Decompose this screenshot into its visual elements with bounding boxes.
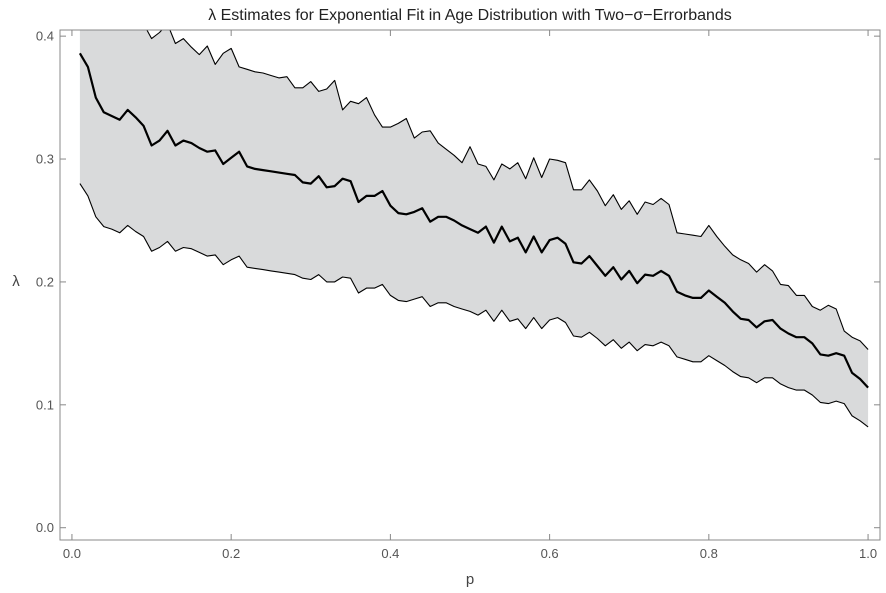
- y-tick-label: 0.4: [36, 29, 54, 44]
- upper-band-line: [146, 30, 869, 350]
- x-tick-label: 0.8: [700, 546, 718, 561]
- x-axis-label: p: [466, 571, 474, 588]
- y-tick-label: 0.3: [36, 152, 54, 167]
- two-sigma-error-band: [79, 30, 869, 427]
- x-tick-label: 0.4: [381, 546, 399, 561]
- x-tick-label: 0.0: [63, 546, 81, 561]
- y-axis-ticks: 0.0 0.1 0.2 0.3 0.4: [36, 29, 880, 535]
- x-tick-label: 1.0: [859, 546, 877, 561]
- y-tick-label: 0.1: [36, 397, 54, 412]
- error-band-layer: [79, 30, 869, 427]
- x-tick-label: 0.2: [222, 546, 240, 561]
- series-line-layer: [78, 30, 869, 428]
- y-tick-label: 0.0: [36, 520, 54, 535]
- lambda-estimate-line: [78, 52, 869, 389]
- x-axis-ticks: 0.0 0.2 0.4 0.6 0.8 1.0: [63, 30, 877, 561]
- y-axis-label: λ: [12, 273, 20, 290]
- y-tick-label: 0.2: [36, 274, 54, 289]
- x-tick-label: 0.6: [541, 546, 559, 561]
- plot-frame: [59, 29, 881, 541]
- lower-band-line: [79, 183, 869, 428]
- chart-title: λ Estimates for Exponential Fit in Age D…: [208, 7, 732, 24]
